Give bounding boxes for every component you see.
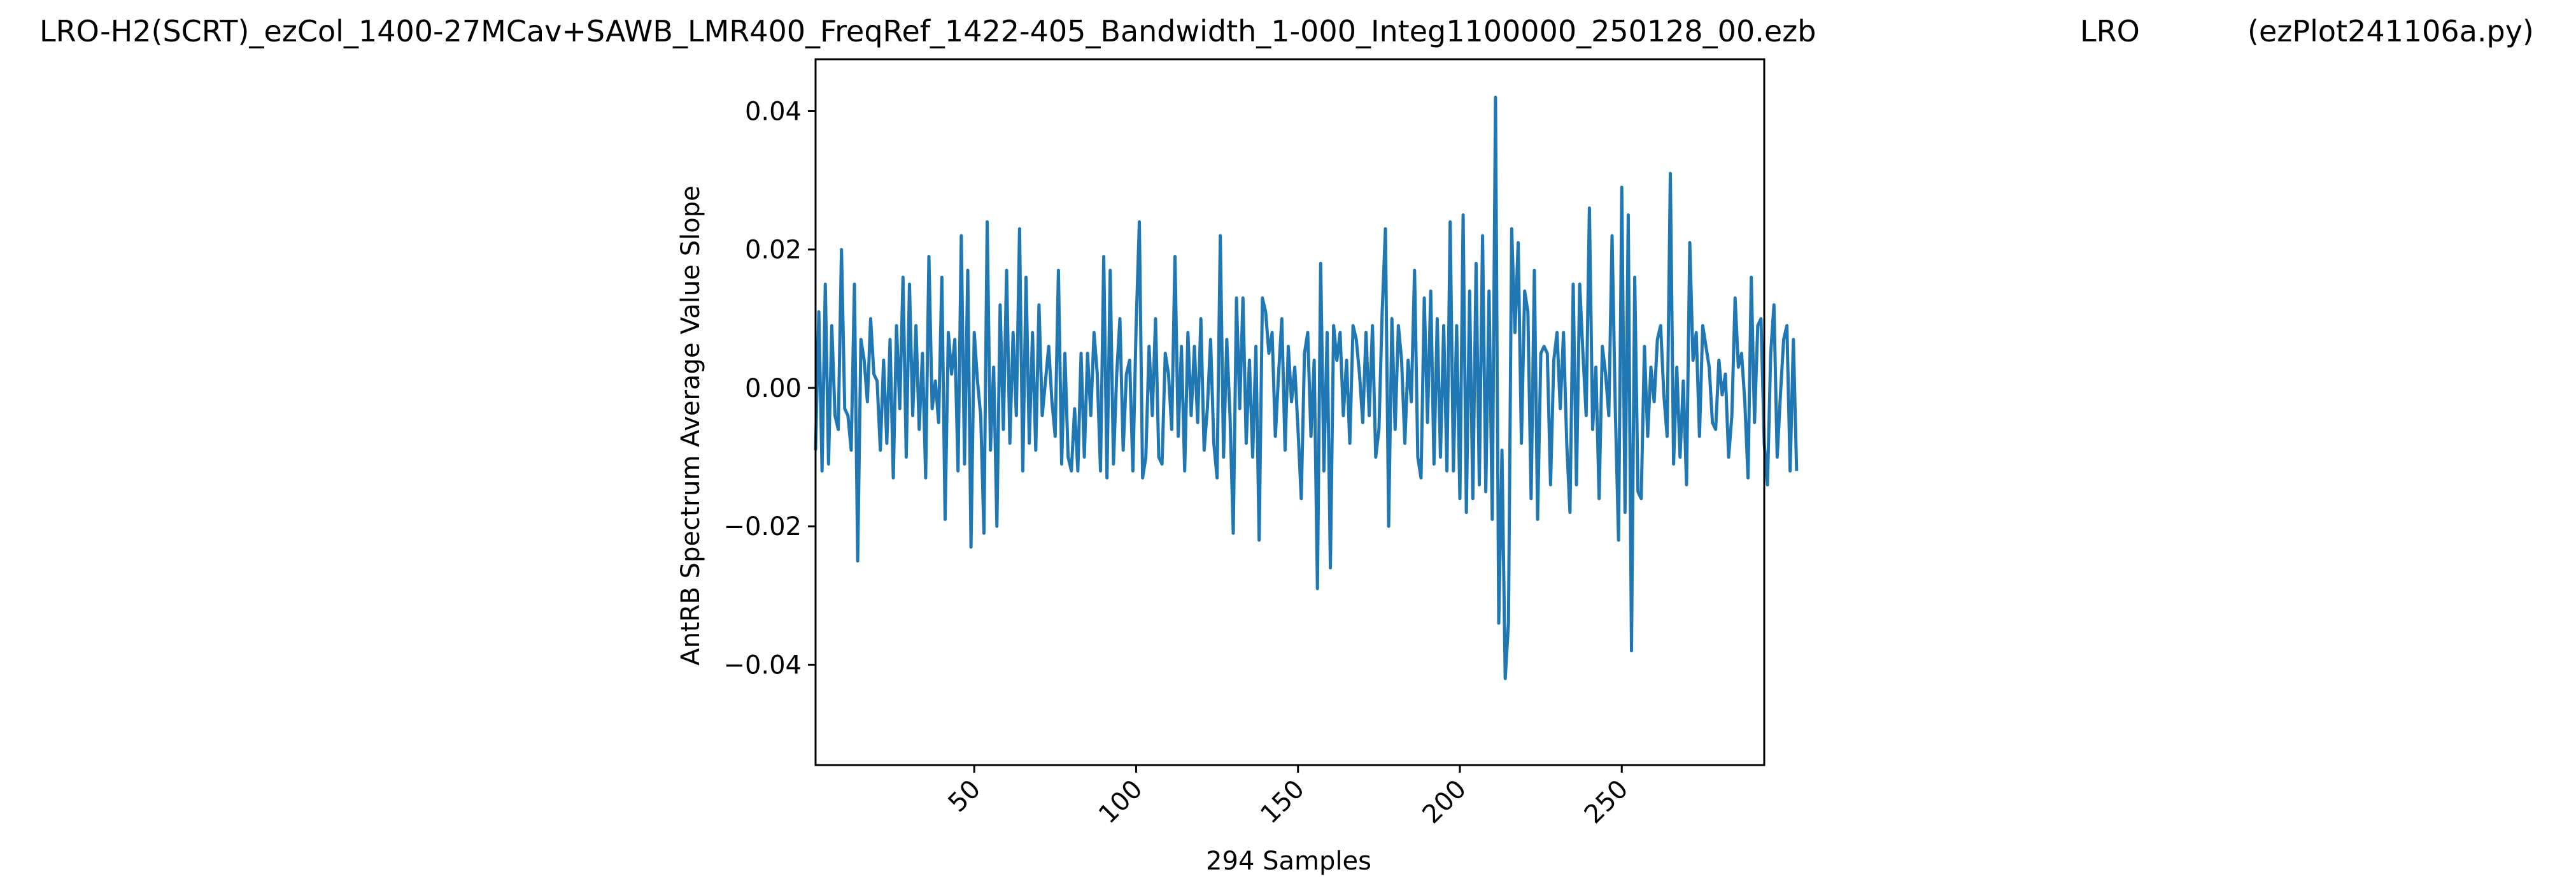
y-axis-label: AntRB Spectrum Average Value Slope (676, 185, 705, 665)
x-axis-label: 294 Samples (1206, 847, 1371, 876)
y-tick-label: 0.00 (745, 374, 802, 403)
y-axis-ticks: −0.04 −0.02 0.00 0.02 0.04 (723, 97, 816, 680)
y-tick-label: −0.02 (723, 512, 802, 541)
series-line (814, 96, 1799, 680)
y-tick-label: 0.04 (745, 97, 802, 126)
chart-title-site: LRO (2080, 14, 2140, 48)
chart-title-script: (ezPlot241106a.py) (2247, 14, 2534, 48)
axes-frame (814, 58, 1766, 766)
y-tick-label: 0.02 (745, 236, 802, 265)
y-tick-label: −0.04 (723, 650, 802, 680)
chart-title-file: LRO-H2(SCRT)_ezCol_1400-27MCav+SAWB_LMR4… (39, 14, 1816, 48)
